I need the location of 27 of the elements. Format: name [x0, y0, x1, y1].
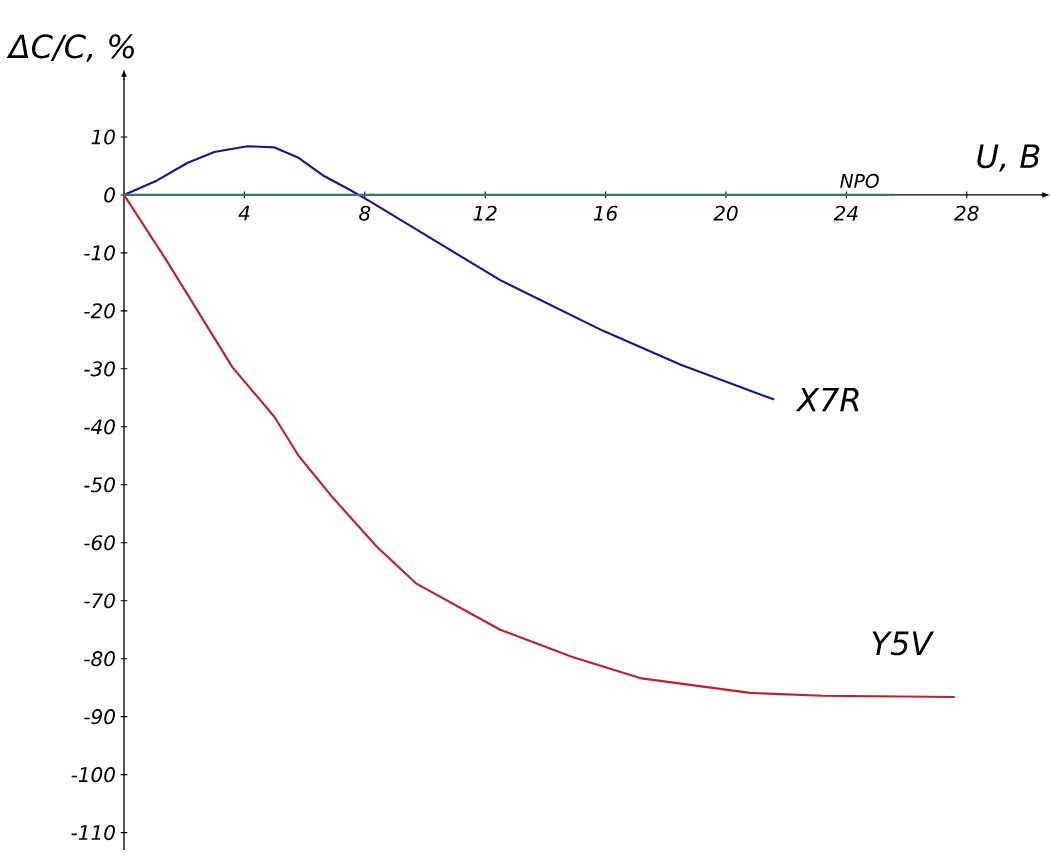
series-label: X7R	[795, 387, 859, 412]
y-tick-label: -80	[84, 651, 115, 667]
x-axis-title: U, B	[977, 144, 1040, 172]
x-tick-label: 16	[593, 205, 618, 221]
y-tick-label: -100	[71, 767, 115, 783]
line-series	[122, 145, 776, 401]
y-tick-label: -20	[84, 303, 115, 319]
series-label: NPO	[840, 173, 879, 189]
x-tick-label: 8	[359, 205, 371, 221]
y-tick-label: -10	[84, 245, 115, 261]
x-tick-label: 20	[713, 205, 738, 221]
x-tick-label: 12	[473, 205, 497, 221]
y-tick-label: -60	[84, 535, 115, 551]
series-label: Y5V	[872, 631, 935, 656]
y-axis-title: ΔC/C, %	[6, 34, 134, 62]
x-tick-label: 24	[833, 205, 858, 221]
x-tick-label: 28	[954, 205, 979, 221]
y-tick-label: 10	[91, 129, 115, 145]
y-tick-label: -70	[84, 593, 115, 609]
y-tick-label: -110	[71, 825, 115, 841]
x-tick-label: 4	[238, 205, 250, 221]
y-tick-label: -90	[84, 709, 115, 725]
line-series	[122, 193, 956, 699]
y-tick-label: -50	[84, 477, 115, 493]
y-tick-label: -40	[84, 419, 115, 435]
y-tick-label: 0	[104, 187, 115, 203]
y-tick-label: -30	[84, 361, 115, 377]
